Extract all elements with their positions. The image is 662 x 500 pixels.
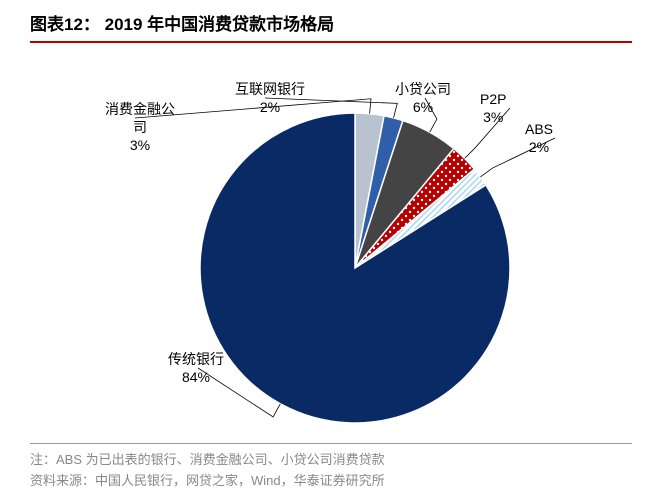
footer: 注：ABS 为已出表的银行、消费金融公司、小贷公司消费贷款 资料来源：中国人民银…	[30, 443, 632, 492]
pie-chart: 消费金融公 司 3% 互联网银行 2% 小贷公司 6% P2P 3% ABS 2% 传统银…	[0, 50, 662, 430]
slice-label: 互联网银行 2%	[235, 80, 305, 116]
pie-svg	[0, 50, 662, 430]
title-bar: 图表12： 2019 年中国消费贷款市场格局	[30, 10, 632, 43]
chart-title: 图表12： 2019 年中国消费贷款市场格局	[30, 15, 334, 34]
slice-label: ABS 2%	[525, 120, 553, 156]
slice-label: 传统银行 84%	[168, 350, 224, 386]
slice-label: P2P 3%	[480, 90, 506, 126]
footer-source: 资料来源：中国人民银行，网贷之家，Wind，华泰证券研究所	[30, 471, 632, 492]
slice-label: 小贷公司 6%	[395, 80, 451, 116]
figure-container: 图表12： 2019 年中国消费贷款市场格局 消费金融公 司 3% 互联网银行 2…	[0, 0, 662, 500]
footer-note: 注：ABS 为已出表的银行、消费金融公司、小贷公司消费贷款	[30, 450, 632, 471]
slice-label: 消费金融公 司 3%	[105, 100, 175, 155]
